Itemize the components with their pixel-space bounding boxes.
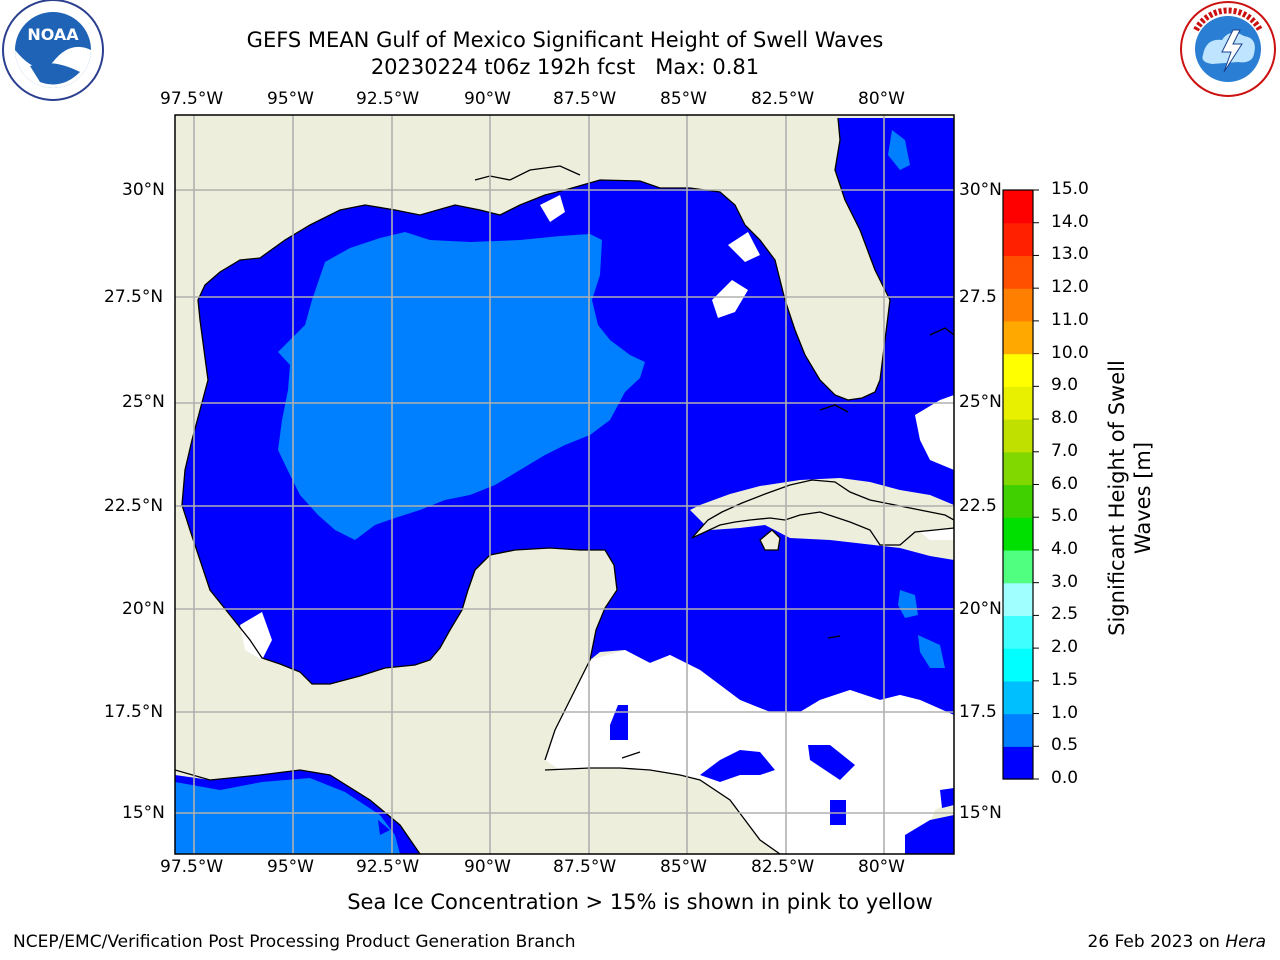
date-text: 26 Feb 2023 on bbox=[1087, 932, 1226, 952]
gulf-coastline bbox=[181, 117, 891, 761]
colorbar-label: Significant Height of Swell Waves [m] bbox=[1104, 358, 1156, 638]
lat-label-left: 30°N bbox=[122, 180, 165, 200]
lat-label-right: 25°N bbox=[959, 392, 1002, 412]
lat-label-right: 27.5 bbox=[959, 287, 997, 307]
lon-label-bottom: 90°W bbox=[464, 857, 511, 877]
lon-label-bottom: 87.5°W bbox=[553, 857, 617, 877]
lat-label-right: 22.5 bbox=[959, 496, 997, 516]
lon-label-bottom: 97.5°W bbox=[160, 857, 224, 877]
lon-label-top: 95°W bbox=[267, 89, 314, 109]
lon-label-bottom: 82.5°W bbox=[751, 857, 815, 877]
credit-line: NCEP/EMC/Verification Post Processing Pr… bbox=[13, 932, 576, 952]
lon-label-bottom: 80°W bbox=[858, 857, 905, 877]
sea-ice-note-text: Sea Ice Concentration > 15% is shown in … bbox=[347, 890, 933, 914]
lat-label-right: 20°N bbox=[959, 599, 1002, 619]
lat-label-left: 27.5°N bbox=[104, 287, 164, 307]
date-line: 26 Feb 2023 on Hera bbox=[1088, 932, 1266, 952]
sea-ice-note: Sea Ice Concentration > 15% is shown in … bbox=[0, 890, 1280, 914]
colorbar-tick-label: 2.0 bbox=[1051, 637, 1079, 658]
lon-label-top: 82.5°W bbox=[751, 89, 815, 109]
colorbar-tick-label: 11.0 bbox=[1051, 309, 1089, 330]
colorbar-tick-label: 8.0 bbox=[1051, 408, 1079, 429]
lat-label-left: 20°N bbox=[122, 599, 165, 619]
colorbar-tick-label: 0.0 bbox=[1051, 768, 1079, 788]
lon-label-top: 97.5°W bbox=[160, 89, 224, 109]
lat-label-left: 17.5°N bbox=[104, 702, 164, 722]
lat-label-right: 30°N bbox=[959, 180, 1002, 200]
machine-name: Hera bbox=[1225, 932, 1266, 952]
lon-label-bottom: 85°W bbox=[660, 857, 707, 877]
colorbar-tick-label: 1.0 bbox=[1051, 702, 1079, 723]
colorbar-tick-label: 7.0 bbox=[1051, 440, 1079, 461]
lat-label-left: 25°N bbox=[122, 392, 165, 412]
noaa-logo: NOAA bbox=[2, 0, 104, 101]
colorbar-tick-label: 2.5 bbox=[1051, 604, 1079, 625]
colorbar-tick-label: 15.0 bbox=[1051, 179, 1089, 199]
colorbar-tick-label: 4.0 bbox=[1051, 538, 1079, 559]
graticule bbox=[175, 115, 954, 854]
colorbar-label-line1: Significant Height of Swell bbox=[1105, 360, 1129, 636]
lon-label-bottom: 92.5°W bbox=[356, 857, 420, 877]
colorbar-tick-label: 5.0 bbox=[1051, 506, 1079, 527]
chart-subtitle: 20230224 t06z 192h fcst Max: 0.81 bbox=[370, 55, 760, 79]
colorbar-tick-label: 1.5 bbox=[1051, 669, 1079, 690]
pacific-swell-0.5-1.0m bbox=[175, 778, 400, 854]
lon-label-top: 87.5°W bbox=[553, 89, 617, 109]
colorbar-tick-label: 12.0 bbox=[1051, 277, 1089, 298]
lat-label-left: 15°N bbox=[122, 803, 165, 823]
colorbar-tick-label: 6.0 bbox=[1051, 473, 1079, 494]
colorbar-tick-label: 9.0 bbox=[1051, 375, 1079, 396]
colorbar-tick-label: 10.0 bbox=[1051, 342, 1089, 363]
lon-label-top: 90°W bbox=[464, 89, 511, 109]
colorbar-tick-label: 13.0 bbox=[1051, 244, 1089, 265]
colorbar-tick-label: 3.0 bbox=[1051, 571, 1079, 592]
nws-logo bbox=[1180, 1, 1276, 97]
colorbar-label-line2: Waves [m] bbox=[1131, 441, 1155, 555]
colorbar-tick-label: 14.0 bbox=[1051, 211, 1089, 232]
colorbar-tick-label: 0.5 bbox=[1051, 735, 1079, 756]
lon-label-bottom: 95°W bbox=[267, 857, 314, 877]
lat-label-left: 22.5°N bbox=[104, 496, 164, 516]
gulf-swell-0.5-1.0m bbox=[278, 232, 645, 540]
lon-label-top: 92.5°W bbox=[356, 89, 420, 109]
lat-label-right: 17.5 bbox=[959, 702, 997, 722]
lat-label-right: 15°N bbox=[959, 803, 1002, 823]
lon-label-top: 80°W bbox=[858, 89, 905, 109]
lon-label-top: 85°W bbox=[660, 89, 707, 109]
svg-text:NOAA: NOAA bbox=[27, 25, 79, 44]
chart-title: GEFS MEAN Gulf of Mexico Significant Hei… bbox=[246, 28, 884, 52]
